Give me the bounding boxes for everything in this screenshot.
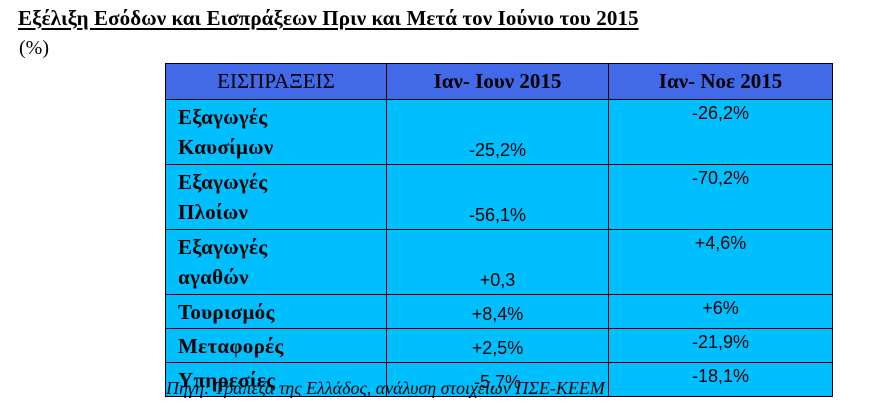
value-jan-jun: +2,5% (386, 328, 609, 363)
value-jan-jun: +8,4% (386, 294, 609, 329)
row-label: Εξαγωγές αγαθών (165, 229, 387, 295)
row-label-line1: Εξαγωγές (178, 170, 268, 194)
row-label-line2: αγαθών (178, 265, 249, 289)
document-title: Εξέλιξη Εσόδων και Εισπράξεων Πριν και Μ… (18, 6, 639, 30)
header-receipts: ΕΙΣΠΡΑΞΕΙΣ (165, 63, 387, 100)
table-row-goods-exports: Εξαγωγές αγαθών +0,3 +4,6% (165, 229, 833, 295)
receipts-table: ΕΙΣΠΡΑΞΕΙΣ Ιαν- Ιουν 2015 Ιαν- Νοε 2015 … (165, 63, 833, 397)
value-jan-jun: -5,7% (386, 362, 609, 397)
header-jan-jun-2015: Ιαν- Ιουν 2015 (386, 63, 609, 100)
row-label: Μεταφορές (165, 328, 387, 363)
source-note: Πηγή: Τράπεζα της Ελλάδος, ανάλυση στοιχ… (166, 378, 605, 398)
value-jan-nov: +6% (608, 294, 833, 329)
value-jan-nov: -70,2% (608, 164, 833, 230)
row-label-line2: Καυσίμων (178, 135, 274, 159)
header-jan-nov-2015: Ιαν- Νοε 2015 (608, 63, 833, 100)
value-jan-nov: +4,6% (608, 229, 833, 295)
row-label: Υπηρεσίες (165, 362, 387, 397)
row-label: Εξαγωγές Πλοίων (165, 164, 387, 230)
row-label-line1: Εξαγωγές (178, 105, 268, 129)
row-label-line2: Πλοίων (178, 200, 249, 224)
unit-label: (%) (19, 37, 49, 59)
table-row-fuel-exports: Εξαγωγές Καυσίμων -25,2% -26,2% (165, 99, 833, 165)
row-label-line1: Εξαγωγές (178, 235, 268, 259)
table-header-row: ΕΙΣΠΡΑΞΕΙΣ Ιαν- Ιουν 2015 Ιαν- Νοε 2015 (165, 63, 833, 100)
row-label: Εξαγωγές Καυσίμων (165, 99, 387, 165)
value-jan-nov: -18,1% (608, 362, 833, 397)
value-jan-jun: -25,2% (386, 99, 609, 165)
value-jan-jun: -56,1% (386, 164, 609, 230)
table-row-tourism: Τουρισμός +8,4% +6% (165, 294, 833, 329)
row-label: Τουρισμός (165, 294, 387, 329)
value-jan-jun: +0,3 (386, 229, 609, 295)
value-jan-nov: -21,9% (608, 328, 833, 363)
table-row-ship-exports: Εξαγωγές Πλοίων -56,1% -70,2% (165, 164, 833, 230)
table-row-services: Υπηρεσίες -5,7% -18,1% (165, 362, 833, 397)
table-row-transport: Μεταφορές +2,5% -21,9% (165, 328, 833, 363)
value-jan-nov: -26,2% (608, 99, 833, 165)
